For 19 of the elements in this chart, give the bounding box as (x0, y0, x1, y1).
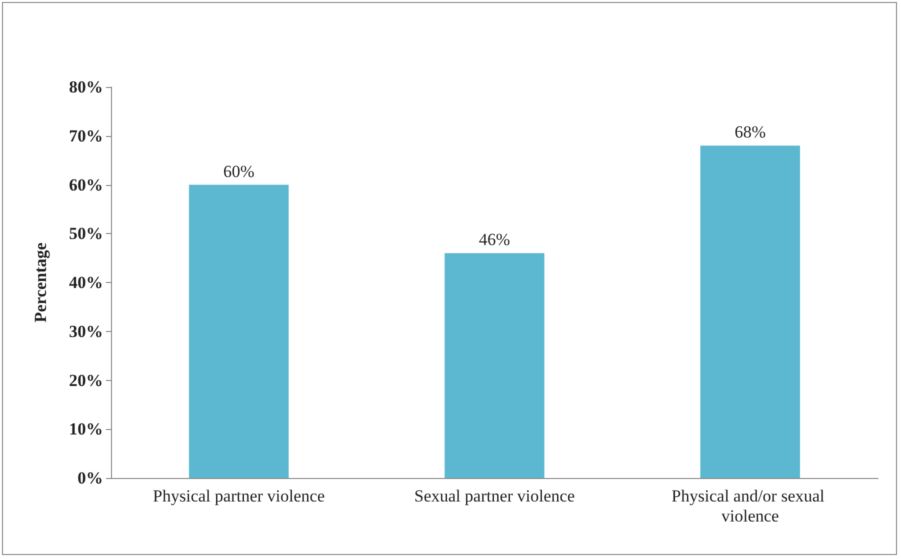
y-tick-label: 0% (78, 468, 103, 488)
y-tick-label: 80% (69, 78, 103, 96)
x-tick-label: Sexual partner violence (414, 486, 575, 506)
y-tick-label: 10% (69, 420, 103, 439)
y-tick-label: 20% (69, 370, 103, 390)
data-label: 46% (478, 230, 510, 250)
y-tick-label: 30% (69, 322, 103, 341)
bar (188, 184, 289, 478)
y-tick-label: 60% (69, 175, 103, 194)
x-tick-label: Physical and/or sexual violence (672, 486, 829, 526)
x-tick-label: Physical partner violence (152, 486, 325, 506)
y-tick-label: 50% (69, 224, 103, 244)
y-tick-label: 70% (69, 126, 103, 146)
y-axis-title: Percentage (31, 242, 50, 322)
bar (700, 146, 800, 478)
data-label: 68% (734, 122, 766, 142)
bar (444, 253, 544, 478)
y-tick-label: 40% (69, 273, 103, 292)
data-label: 60% (223, 162, 254, 181)
